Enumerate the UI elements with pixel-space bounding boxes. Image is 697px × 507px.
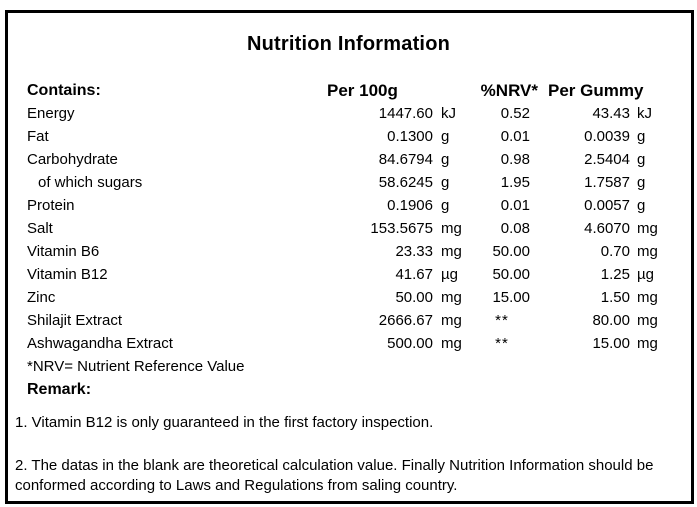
table-row: Protein 0.1906 g 0.01 0.0057 g bbox=[8, 194, 692, 217]
per-100g-value: 41.67 bbox=[395, 266, 433, 283]
nutrient-name: of which sugars bbox=[38, 174, 143, 191]
remark-item: 2. The datas in the blank are theoretica… bbox=[15, 456, 654, 495]
nutrient-name: Fat bbox=[27, 128, 49, 145]
per-100g-unit: µg bbox=[441, 266, 458, 283]
nrv-value: 0.08 bbox=[500, 220, 530, 237]
per-100g-unit: mg bbox=[441, 243, 462, 260]
per-100g-value: 84.6794 bbox=[378, 151, 433, 168]
per-gummy-unit: g bbox=[637, 128, 646, 145]
table-row: Vitamin B6 23.33 mg 50.00 0.70 mg bbox=[8, 240, 692, 263]
per-gummy-unit: mg bbox=[637, 220, 658, 237]
per-100g-value: 0.1300 bbox=[387, 128, 433, 145]
per-gummy-unit: mg bbox=[637, 312, 658, 329]
nrv-value: ** bbox=[495, 335, 509, 352]
per-100g-unit: g bbox=[441, 128, 450, 145]
table-row: of which sugars 58.6245 g 1.95 1.7587 g bbox=[8, 171, 692, 194]
per-gummy-unit: mg bbox=[637, 289, 658, 306]
per-gummy-value: 43.43 bbox=[592, 105, 630, 122]
per-100g-unit: mg bbox=[441, 220, 462, 237]
nutrient-name: Salt bbox=[27, 220, 53, 237]
per-gummy-unit: g bbox=[637, 174, 646, 191]
table-row: Zinc 50.00 mg 15.00 1.50 mg bbox=[8, 286, 692, 309]
table-row: Ashwagandha Extract 500.00 mg ** 15.00 m… bbox=[8, 332, 692, 355]
per-gummy-value: 4.6070 bbox=[584, 220, 630, 237]
table-row: Carbohydrate 84.6794 g 0.98 2.5404 g bbox=[8, 148, 692, 171]
per-100g-value: 153.5675 bbox=[370, 220, 433, 237]
remarks-section: 1. Vitamin B12 is only guaranteed in the… bbox=[15, 401, 670, 497]
per-100g-unit: mg bbox=[441, 335, 462, 352]
nrv-value: 0.98 bbox=[500, 151, 530, 168]
column-header-per-gummy: Per Gummy bbox=[548, 81, 644, 100]
per-100g-value: 23.33 bbox=[395, 243, 433, 260]
per-100g-unit: g bbox=[441, 197, 450, 214]
nrv-value: 1.95 bbox=[500, 174, 530, 191]
nrv-footnote: *NRV= Nutrient Reference Value bbox=[27, 358, 245, 375]
per-gummy-value: 0.0039 bbox=[584, 128, 630, 145]
nrv-value: 50.00 bbox=[492, 243, 530, 260]
per-100g-unit: g bbox=[441, 174, 450, 191]
table-row: Salt 153.5675 mg 0.08 4.6070 mg bbox=[8, 217, 692, 240]
nutrient-name: Carbohydrate bbox=[27, 151, 118, 168]
table-row: Fat 0.1300 g 0.01 0.0039 g bbox=[8, 125, 692, 148]
per-100g-value: 2666.67 bbox=[378, 312, 433, 329]
nutrient-name: Zinc bbox=[27, 289, 56, 306]
nrv-value: 15.00 bbox=[492, 289, 530, 306]
column-header-contains: Contains: bbox=[27, 81, 101, 99]
per-gummy-value: 1.25 bbox=[600, 266, 630, 283]
per-100g-value: 0.1906 bbox=[387, 197, 433, 214]
per-gummy-value: 2.5404 bbox=[584, 151, 630, 168]
nrv-value: ** bbox=[495, 312, 509, 329]
nutrient-name: Shilajit Extract bbox=[27, 312, 123, 329]
per-gummy-value: 1.50 bbox=[600, 289, 630, 306]
per-gummy-value: 0.70 bbox=[600, 243, 630, 260]
per-gummy-value: 80.00 bbox=[592, 312, 630, 329]
label-border-frame bbox=[5, 10, 694, 504]
column-header-nrv: %NRV* bbox=[480, 81, 538, 100]
per-100g-value: 500.00 bbox=[387, 335, 433, 352]
table-row: Vitamin B12 41.67 µg 50.00 1.25 µg bbox=[8, 263, 692, 286]
remark-item: 1. Vitamin B12 is only guaranteed in the… bbox=[15, 414, 434, 431]
nutrient-name: Energy bbox=[27, 105, 75, 122]
nrv-value: 0.52 bbox=[500, 105, 530, 122]
table-row: Shilajit Extract 2666.67 mg ** 80.00 mg bbox=[8, 309, 692, 332]
per-100g-unit: mg bbox=[441, 312, 462, 329]
column-header-per-100g: Per 100g bbox=[327, 80, 398, 100]
nutrient-name: Protein bbox=[27, 197, 75, 214]
per-100g-unit: mg bbox=[441, 289, 462, 306]
per-gummy-unit: kJ bbox=[637, 105, 652, 122]
nutrient-name: Vitamin B6 bbox=[27, 243, 100, 260]
per-100g-unit: g bbox=[441, 151, 450, 168]
per-gummy-value: 1.7587 bbox=[584, 174, 630, 191]
remark-label: Remark: bbox=[27, 381, 92, 398]
per-100g-value: 58.6245 bbox=[378, 174, 433, 191]
per-gummy-value: 0.0057 bbox=[584, 197, 630, 214]
per-100g-value: 1447.60 bbox=[378, 105, 433, 122]
per-100g-value: 50.00 bbox=[395, 289, 433, 306]
per-gummy-unit: g bbox=[637, 197, 646, 214]
nrv-value: 0.01 bbox=[500, 128, 530, 145]
nrv-value: 50.00 bbox=[492, 266, 530, 283]
nutrient-name: Vitamin B12 bbox=[27, 266, 108, 283]
per-gummy-unit: mg bbox=[637, 243, 658, 260]
nutrition-table: Contains: Per 100g %NRV* Per Gummy Energ… bbox=[8, 79, 692, 401]
per-gummy-unit: g bbox=[637, 151, 646, 168]
nrv-value: 0.01 bbox=[500, 197, 530, 214]
table-header-row: Contains: Per 100g %NRV* Per Gummy bbox=[8, 79, 692, 102]
per-gummy-value: 15.00 bbox=[592, 335, 630, 352]
per-gummy-unit: mg bbox=[637, 335, 658, 352]
page-title: Nutrition Information bbox=[246, 33, 451, 55]
per-gummy-unit: µg bbox=[637, 266, 654, 283]
nutrient-name: Ashwagandha Extract bbox=[27, 335, 173, 352]
table-row: Energy 1447.60 kJ 0.52 43.43 kJ bbox=[8, 102, 692, 125]
nutrition-table-rows: Energy 1447.60 kJ 0.52 43.43 kJ Fat 0.13… bbox=[8, 102, 692, 355]
per-100g-unit: kJ bbox=[441, 105, 456, 122]
